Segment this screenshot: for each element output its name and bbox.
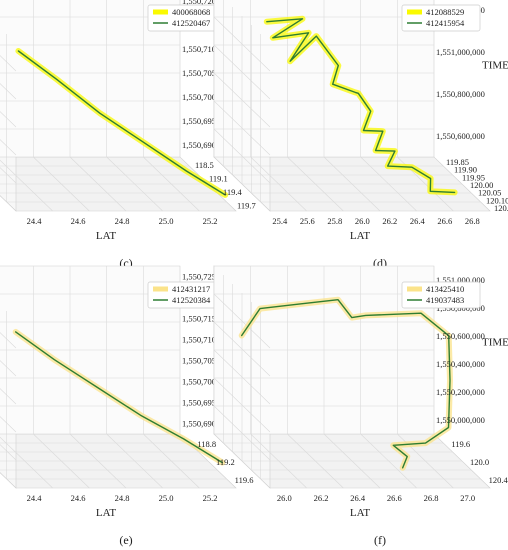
lon-tick-label: 119.90 [454,165,477,175]
lat-tick-label: 26.0 [277,493,292,503]
lon-tick-label: 119.4 [223,187,243,197]
lat-tick-label: 24.8 [115,216,130,226]
lat-tick-label: 25.6 [300,216,315,226]
lon-tick-label: 119.1 [209,173,228,183]
legend-label: 412415954 [426,18,465,28]
time-tick-label: 1,551,000,000 [436,275,485,285]
lat-axis-title: LAT [350,230,370,242]
grid [0,266,227,489]
panel-label: (f) [374,533,386,547]
lat-tick-label: 25.2 [203,493,218,503]
legend-label: 412431217 [172,284,210,294]
lat-tick-label: 26.6 [437,216,452,226]
lat-tick-label: 25.8 [327,216,342,226]
time-tick-label: 1,550,705,000 [182,356,231,366]
time-tick-label: 1,550,695,000 [182,398,231,408]
lat-tick-label: 26.0 [355,216,370,226]
lon-tick-label: 119.95 [462,172,485,182]
legend-label: 419037483 [426,295,464,305]
lat-axis-title: LAT [350,507,370,519]
lat-tick-label: 24.4 [27,216,43,226]
grid [213,266,481,489]
time-tick-label: 1,550,700,000 [182,377,231,387]
time-tick-label: 1,550,705,000 [182,68,231,78]
panel-1: 24.4 24.6 24.8 25.0 25.2 118.5 119.1 119.4 119.7… [0,0,281,270]
legend-label: 400068068 [172,7,210,17]
series-line-2 [266,18,456,194]
lat-tick-label: 26.2 [314,493,329,503]
lon-tick-label: 118.8 [197,439,216,449]
legend-label: 412520467 [172,18,210,28]
grid [213,0,481,212]
panel-4: 26.0 26.2 26.4 26.6 26.8 27.0119.6120.0120.41… [213,265,508,547]
lon-tick-label: 119.6 [235,475,254,485]
lat-tick-label: 25.4 [272,216,288,226]
lat-tick-label: 26.6 [387,493,402,503]
lat-tick-label: 26.2 [382,216,397,226]
time-tick-label: 1,550,600,000 [436,331,485,341]
time-tick-label: 1,550,710,000 [182,335,231,345]
series-line-2 [17,50,226,196]
lat-tick-label: 25.0 [159,216,174,226]
lon-tick-label: 119.7 [237,200,256,210]
lat-tick-label: 25.2 [203,216,218,226]
lon-tick-label: 120.0 [470,457,489,467]
lat-tick-label: 26.4 [350,493,366,503]
time-tick-label: 1,550,715,000 [182,314,231,324]
legend-label: 413425410 [426,284,464,294]
legend-label: 412520384 [172,295,211,305]
time-tick-label: 1,550,695,000 [182,116,231,126]
lat-tick-label: 25.0 [159,493,174,503]
lat-tick-label: 27.0 [460,493,475,503]
lon-tick-label: 118.5 [195,160,214,170]
lat-tick-label: 24.8 [115,493,130,503]
time-tick-label: 1,550,400,000 [436,359,485,369]
time-tick-label: 1,550,720,000 [182,0,231,6]
lon-tick-label: 120.10 [486,195,508,205]
time-tick-label: 1,550,690,000 [182,419,231,429]
lat-axis-title: LAT [96,230,116,242]
lon-tick-label: 120.15 [494,203,508,213]
lon-tick-label: 119.85 [446,157,469,167]
time-axis-title: TIME [482,60,508,72]
legend-label: 412088529 [426,7,464,17]
lat-tick-label: 26.8 [424,493,439,503]
lat-tick-label: 24.6 [71,216,86,226]
grid [0,0,227,212]
time-tick-label: 1,550,200,000 [436,387,485,397]
lon-tick-label: 120.05 [478,188,501,198]
panel-2: 25.4 25.6 25.8 26.0 26.2 26.4 26.6 26.8119.8511… [213,0,508,270]
lat-axis-title: LAT [96,507,116,519]
series-line-2 [15,331,223,464]
lat-tick-label: 26.8 [465,216,480,226]
time-tick-label: 1,550,700,000 [182,92,231,102]
time-tick-label: 1,550,800,000 [436,89,485,99]
time-axis-title: TIME [482,337,508,349]
lon-tick-label: 120.4 [489,475,508,485]
time-tick-label: 1,550,725,000 [182,272,231,282]
time-tick-label: 1,550,710,000 [182,44,231,54]
lon-tick-label: 119.6 [451,439,470,449]
series-line-2 [241,299,451,469]
time-tick-label: 1,550,000,000 [436,415,485,425]
time-tick-label: 1,551,000,000 [436,47,485,57]
time-tick-label: 1,550,690,000 [182,140,231,150]
lon-tick-label: 120.00 [470,180,493,190]
lat-tick-label: 24.6 [71,493,86,503]
lon-tick-label: 119.2 [216,457,235,467]
panel-label: (e) [119,533,132,547]
lat-tick-label: 26.4 [410,216,426,226]
lat-tick-label: 24.4 [27,493,43,503]
time-tick-label: 1,550,600,000 [436,131,485,141]
